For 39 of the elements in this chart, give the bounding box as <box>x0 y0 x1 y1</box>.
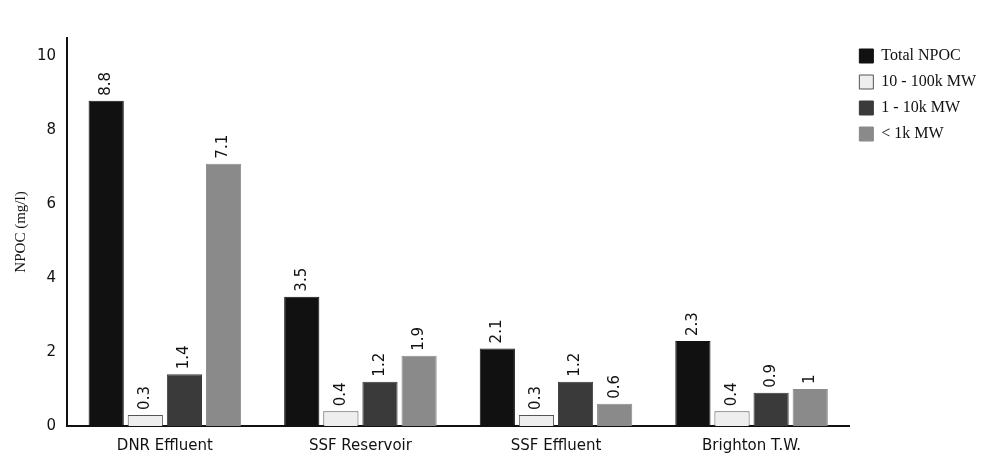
data-label: 1 <box>800 374 819 385</box>
x-tick-label: SSF Reservoir <box>308 435 413 454</box>
bar <box>753 392 789 426</box>
data-label: 2.1 <box>487 319 506 344</box>
x-tick-label: SSF Effluent <box>510 435 602 454</box>
data-label: 1.4 <box>174 345 193 370</box>
legend-label: Total NPOC <box>881 46 961 64</box>
data-label: 1.2 <box>565 352 584 377</box>
legend-label: 10 - 100k MW <box>881 72 977 90</box>
data-label: 0.4 <box>330 382 349 407</box>
y-tick-label: 10 <box>36 46 57 65</box>
data-label: 2.3 <box>682 312 701 337</box>
data-label: 8.8 <box>96 71 115 96</box>
data-label: 1.9 <box>408 326 427 351</box>
y-tick-label: 6 <box>46 194 57 213</box>
data-label: 0.9 <box>761 363 780 388</box>
bar <box>401 355 437 426</box>
bar <box>597 403 633 426</box>
legend-label: < 1k MW <box>881 124 945 142</box>
data-label: 0.4 <box>721 382 740 407</box>
y-axis-title: NPOC (mg/l) <box>11 191 29 273</box>
data-label: 7.1 <box>213 134 232 159</box>
legend-label: 1 - 10k MW <box>881 98 961 116</box>
bar <box>362 381 398 426</box>
y-tick-label: 4 <box>46 268 57 287</box>
data-label: 1.2 <box>369 352 388 377</box>
x-tick-label: Brighton T.W. <box>702 435 802 454</box>
bar <box>792 389 828 426</box>
data-label: 3.5 <box>291 267 310 292</box>
y-tick-label: 2 <box>46 341 57 360</box>
bar <box>557 381 594 426</box>
data-label: 0.6 <box>604 374 623 399</box>
data-label: 0.3 <box>526 386 545 410</box>
bar <box>205 163 242 426</box>
x-tick-label: DNR Effluent <box>116 435 214 454</box>
data-label: 0.3 <box>135 386 154 410</box>
y-tick-label: 8 <box>46 120 57 139</box>
y-tick-label: 0 <box>46 415 57 434</box>
bar <box>166 374 203 426</box>
